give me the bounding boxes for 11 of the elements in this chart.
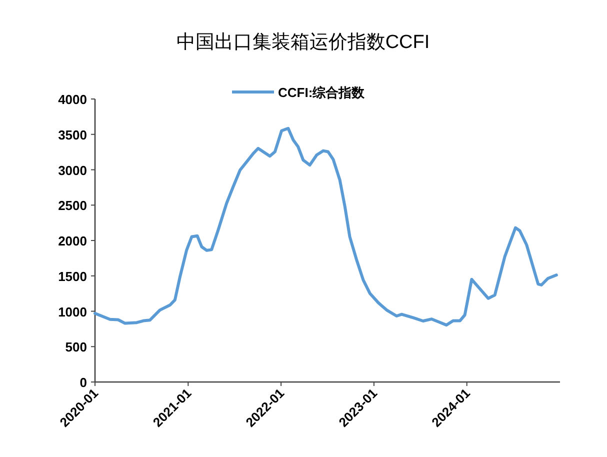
y-tick-label: 4000 [58,92,87,107]
y-tick-label: 500 [65,340,87,355]
y-tick-label: 2500 [58,198,87,214]
y-tick-label: 2000 [58,234,87,248]
y-tick-label: 1500 [58,268,87,284]
y-tick-label: 0 [80,375,87,390]
legend-label: CCFI:综合指数 [278,85,366,100]
y-tick-label: 1000 [58,304,87,320]
chart-title: 中国出口集装箱运价指数CCFI [176,32,430,53]
y-tick-label: 3500 [58,127,87,142]
y-tick-label: 3000 [58,162,87,178]
